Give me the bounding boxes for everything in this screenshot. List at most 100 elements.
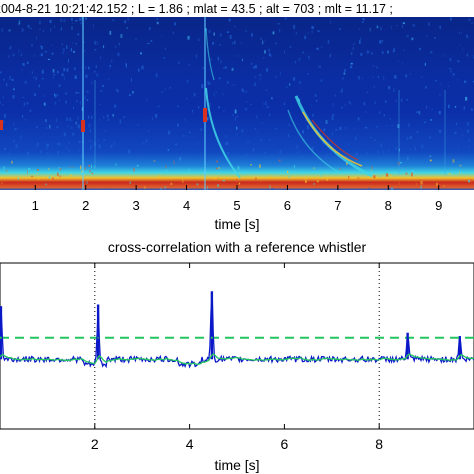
spectrogram-speckle xyxy=(84,17,87,20)
spectrogram-speckle xyxy=(62,48,65,52)
spectrogram-speckle xyxy=(45,119,47,122)
spectrogram-speckle xyxy=(3,113,7,118)
spectrogram-speckle xyxy=(20,53,22,57)
spectrogram-speckle xyxy=(94,49,97,51)
spectrogram-speckle xyxy=(128,149,131,154)
spectrogram-speckle xyxy=(214,176,216,180)
spectrogram-speckle xyxy=(244,107,248,111)
spectrogram-speckle xyxy=(31,44,33,47)
spectrogram-speckle xyxy=(84,66,87,70)
spectrogram-speckle xyxy=(263,102,265,106)
spectrogram-speckle xyxy=(279,149,282,154)
spectrogram-speckle xyxy=(443,184,445,187)
spectrogram-speckle xyxy=(460,31,462,34)
spectrogram-speckle xyxy=(68,141,71,145)
spectrogram-speckle xyxy=(215,91,217,93)
spectrogram-speckle xyxy=(179,157,181,161)
spectrogram-speckle xyxy=(207,80,210,85)
spectrogram-speckle xyxy=(254,82,256,87)
spectrogram-speckle xyxy=(414,147,416,151)
spectrogram-speckle xyxy=(79,101,81,105)
spectrogram-speckle xyxy=(361,77,363,80)
spectrogram-speckle xyxy=(67,59,70,63)
spectrogram-speckle xyxy=(271,97,273,100)
spectrogram-speckle xyxy=(227,80,229,84)
spectrogram-speckle xyxy=(42,78,44,80)
spectrogram-speckle xyxy=(278,159,281,162)
spectrogram-speckle xyxy=(289,83,291,86)
spectrogram-speckle xyxy=(66,125,70,127)
spectrogram-speckle xyxy=(329,53,331,58)
spectrogram-speckle xyxy=(454,131,457,134)
spectrogram-speckle xyxy=(314,154,316,156)
spectrogram-speckle xyxy=(210,58,212,61)
spectrogram-speckle xyxy=(84,96,86,100)
spectrogram-speckle xyxy=(45,127,48,129)
spectrogram-speckle xyxy=(125,63,127,66)
spectrogram-speckle xyxy=(165,47,166,50)
spectrogram-speckle xyxy=(250,164,252,166)
spectrogram-speckle xyxy=(22,96,25,98)
spectrogram-speckle xyxy=(56,126,59,128)
spectrogram-speckle xyxy=(385,100,387,103)
spectrogram-speckle xyxy=(283,102,286,106)
spectrogram-speckle xyxy=(1,28,3,32)
spectrogram-speckle xyxy=(223,109,225,113)
spectrogram-speckle xyxy=(43,102,46,106)
spectrogram-speckle xyxy=(193,92,196,97)
spectrogram-speckle xyxy=(186,79,189,83)
spectrogram-speckle xyxy=(217,177,219,179)
spectrogram-x-label: time [s] xyxy=(214,216,259,232)
spectrogram-speckle xyxy=(43,29,44,32)
spectrogram-speckle xyxy=(358,76,360,80)
spectrogram-speckle xyxy=(412,24,415,27)
spectrogram-speckle xyxy=(236,126,238,130)
spectrogram-speckle xyxy=(449,58,452,62)
spectrogram-speckle xyxy=(371,168,373,172)
spectrogram-speckle xyxy=(60,18,63,22)
spectrogram-speckle xyxy=(366,91,368,93)
spectrogram-speckle xyxy=(379,111,381,114)
spectrogram-speckle xyxy=(348,142,350,145)
spectrogram-speckle xyxy=(26,102,29,105)
spectrogram-speckle xyxy=(164,88,166,91)
spectrogram-speckle xyxy=(188,131,191,134)
spectrogram-speckle xyxy=(297,150,299,154)
spectrogram-speckle xyxy=(2,96,4,99)
spectrogram-speckle xyxy=(343,72,346,75)
spectrogram-speckle xyxy=(352,46,354,51)
spectrogram-speckle xyxy=(411,172,413,177)
spectrogram-speckle xyxy=(448,173,451,175)
spectrogram-speckle xyxy=(262,40,264,45)
spectrogram-speckle xyxy=(111,59,113,63)
spectrogram-speckle xyxy=(241,129,244,133)
spectrogram-speckle xyxy=(240,42,242,44)
spectrogram-speckle xyxy=(3,154,5,159)
spectrogram-speckle xyxy=(177,123,179,127)
spectrogram-speckle xyxy=(49,124,51,129)
spectrogram-speckle xyxy=(76,100,78,103)
spectrogram-speckle xyxy=(285,86,288,88)
spectrogram-speckle xyxy=(58,167,60,169)
spectrogram-tick-label: 7 xyxy=(334,198,341,213)
spectrogram-speckle xyxy=(293,24,296,29)
spectrogram-speckle xyxy=(339,126,342,130)
spectrogram-speckle xyxy=(21,69,23,71)
spectrogram-speckle xyxy=(66,117,68,121)
spectrogram-speckle xyxy=(182,179,184,183)
spectrogram-speckle xyxy=(123,116,126,119)
spectrogram-speckle xyxy=(70,174,72,177)
spectrogram-speckle xyxy=(343,69,346,73)
spectrogram-speckle xyxy=(245,153,248,158)
spectrogram-speckle xyxy=(448,68,451,69)
spectrogram-speckle xyxy=(177,105,179,108)
spectrogram-speckle xyxy=(368,187,371,190)
spectrogram-speckle xyxy=(255,64,257,69)
spectrogram-speckle xyxy=(234,117,237,121)
spectrogram-speckle xyxy=(341,88,343,92)
spectrogram-speckle xyxy=(213,32,215,36)
spectrogram-speckle xyxy=(411,37,414,41)
spectrogram-speckle xyxy=(353,43,355,45)
spectrogram-speckle xyxy=(208,30,211,34)
spectrogram-speckle xyxy=(268,113,271,117)
